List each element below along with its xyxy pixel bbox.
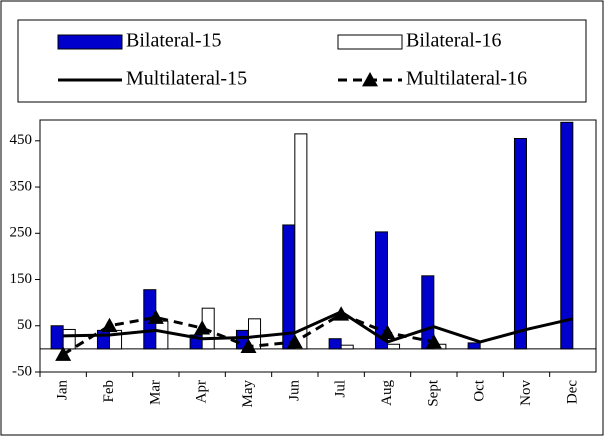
bar	[294, 133, 308, 350]
marker	[425, 333, 442, 349]
x-tick-label: Jan	[55, 380, 71, 400]
legend-box	[17, 19, 587, 103]
legend-label: Bilateral-16	[406, 30, 502, 52]
bar	[328, 338, 342, 350]
y-tick-label: 50	[17, 317, 32, 333]
marker	[194, 320, 211, 335]
bar	[50, 325, 64, 350]
y-tick-label: 150	[10, 271, 33, 287]
bar	[467, 342, 481, 350]
bar	[387, 343, 401, 350]
legend-label: Bilateral-15	[126, 30, 222, 52]
marker	[147, 309, 164, 324]
y-tick-label: 350	[10, 178, 33, 194]
legend-label: Multilateral-16	[406, 68, 527, 90]
bar	[513, 137, 527, 350]
x-tick-label: Apr	[194, 380, 210, 403]
x-tick-label: Aug	[379, 380, 395, 406]
x-tick-label: Sept	[425, 379, 441, 407]
legend-marker	[362, 72, 378, 87]
x-tick-label: Jun	[286, 380, 302, 401]
marker	[101, 317, 118, 333]
marker	[55, 346, 72, 361]
y-tick-label: -50	[12, 363, 32, 379]
marker	[333, 306, 350, 321]
legend-swatch	[57, 34, 123, 50]
marker	[240, 338, 257, 353]
marker	[286, 333, 303, 349]
x-tick-label: Nov	[518, 380, 534, 406]
y-tick-label: 250	[10, 225, 33, 241]
y-tick-label: 450	[10, 132, 33, 148]
legend-label: Multilateral-15	[126, 68, 247, 90]
bar	[155, 320, 169, 350]
bar	[248, 318, 262, 350]
marker	[379, 324, 396, 340]
bar	[96, 329, 110, 350]
x-tick-label: Oct	[472, 379, 488, 401]
bar	[62, 328, 76, 350]
x-tick-label: May	[240, 380, 256, 408]
legend-swatch	[337, 34, 403, 50]
x-tick-label: Feb	[101, 380, 117, 403]
line	[63, 310, 574, 344]
bar	[374, 231, 389, 350]
x-tick-label: Dec	[564, 380, 580, 404]
x-tick-label: Jul	[333, 380, 349, 398]
bar	[560, 121, 574, 350]
bar	[282, 224, 296, 350]
x-tick-label: Mar	[147, 380, 163, 405]
bar	[340, 344, 354, 350]
